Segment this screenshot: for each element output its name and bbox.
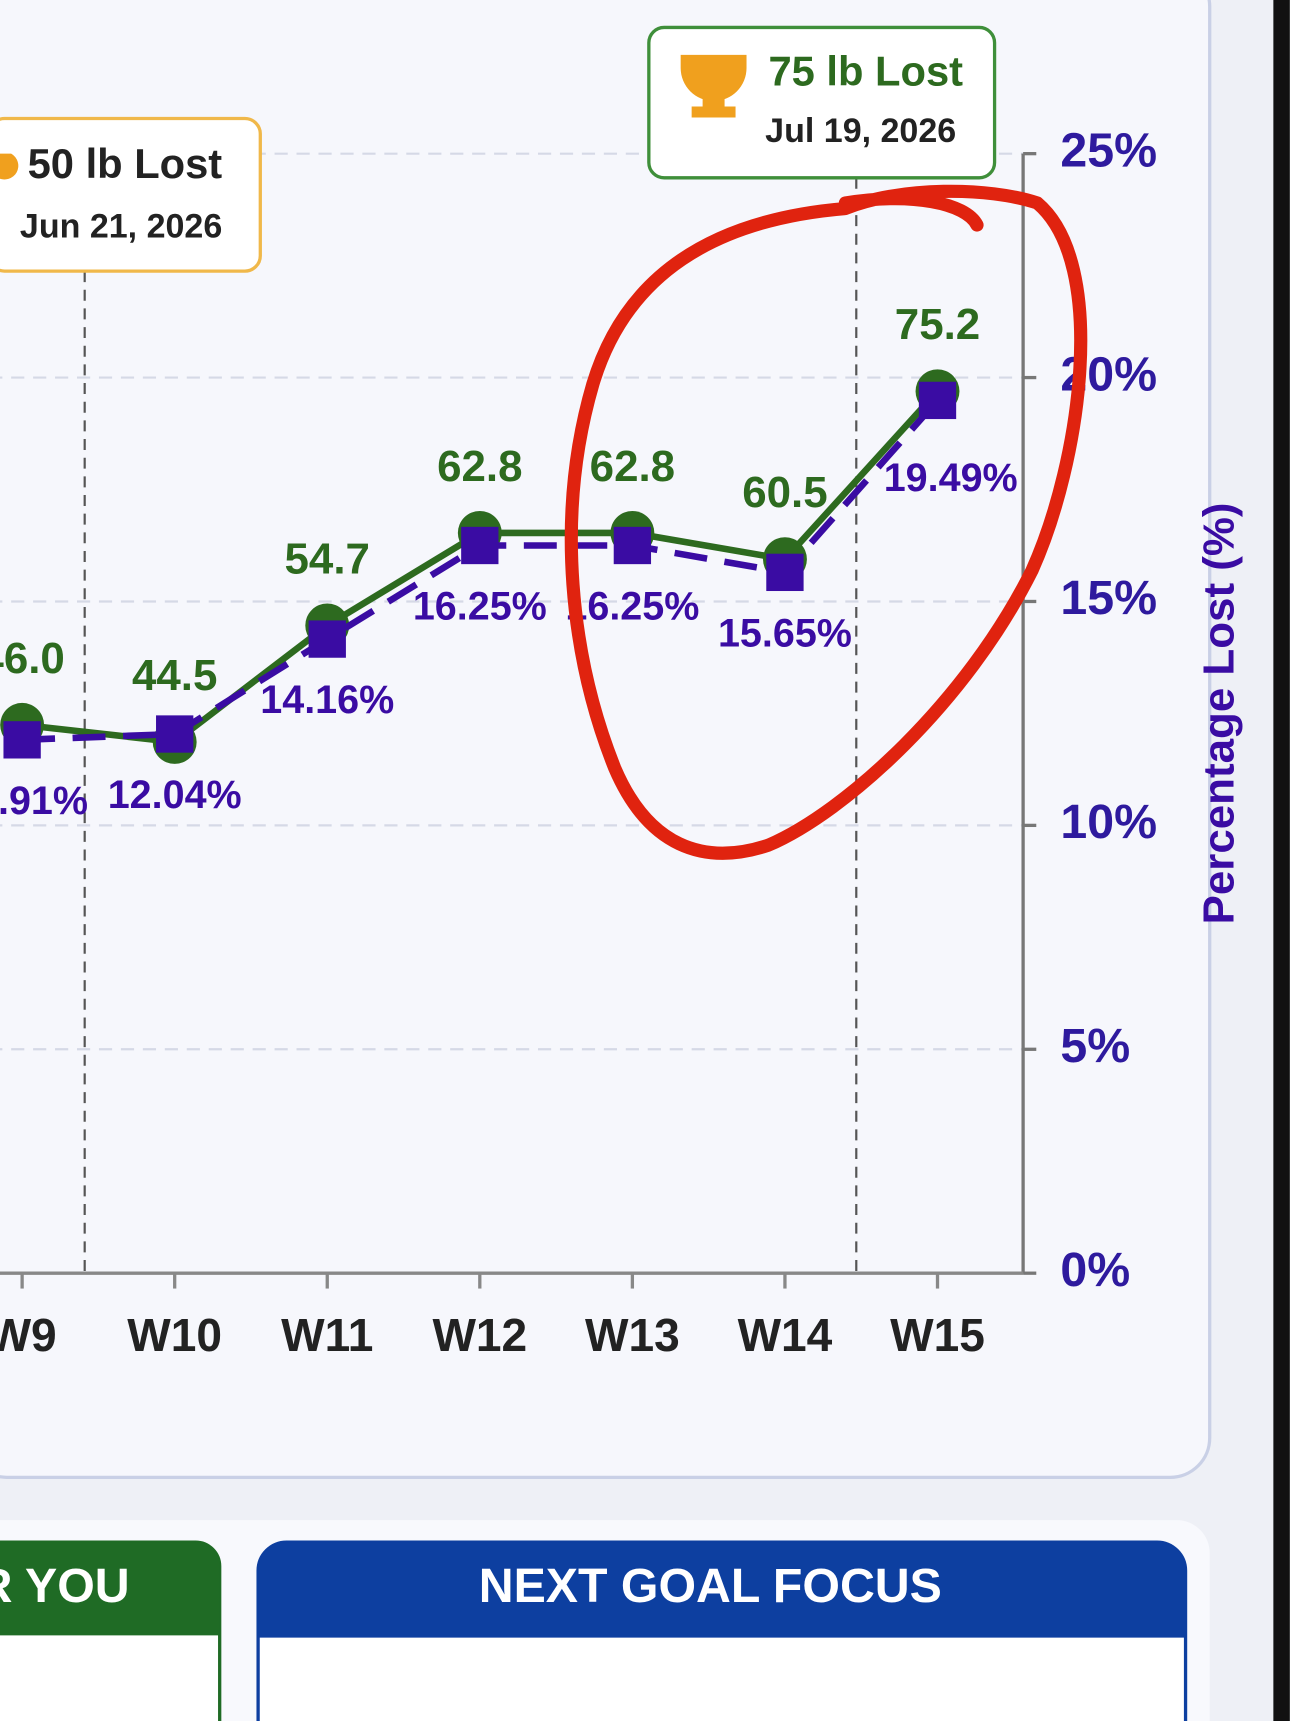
point	[766, 553, 804, 592]
card-header	[0, 1542, 220, 1636]
data-label: 62.8	[590, 442, 675, 491]
data-label: 19.49%	[884, 456, 1018, 500]
point	[3, 721, 41, 759]
point	[613, 526, 652, 565]
x-tick-label: W9	[0, 1309, 57, 1361]
data-label: 54.7	[285, 534, 370, 583]
y2-tick-label: 25%	[1060, 123, 1157, 177]
point	[461, 526, 499, 565]
data-label: 11.91%	[0, 779, 88, 823]
x-tick-label: W14	[738, 1309, 833, 1361]
data-label: 15.65%	[718, 611, 852, 655]
point	[308, 620, 346, 658]
milestone-title: 50 lb Lost	[28, 140, 223, 187]
card-header	[258, 1542, 1186, 1638]
milestone-date: Jun 21, 2026	[20, 207, 222, 245]
x-tick-label: W11	[281, 1309, 373, 1361]
data-label: 46.0	[0, 634, 65, 683]
right-card: NEXT GOAL FOCUS	[256, 1540, 1188, 1721]
y2-axis-label: Percentage Lost (%)	[1194, 502, 1243, 924]
plot: 0%5%10%15%20%25%Percentage Lost (%)50 lb…	[0, 25, 1243, 1361]
x-tick-label: W15	[890, 1309, 985, 1361]
point	[918, 381, 957, 420]
left-card: R YOU	[0, 1540, 222, 1721]
trophy-icon	[680, 54, 747, 118]
highlight-circle	[564, 184, 1088, 860]
data-label: 75.2	[895, 300, 980, 349]
data-label: 62.8	[437, 442, 522, 491]
milestone-title: 75 lb Lost	[768, 48, 963, 95]
data-label: 44.5	[132, 651, 217, 700]
y2-tick-label: 5%	[1060, 1019, 1130, 1073]
milestone-date: Jul 19, 2026	[765, 112, 956, 150]
edge	[1273, 0, 1290, 1721]
x-tick-label: W12	[432, 1309, 527, 1361]
y2-tick-label: 0%	[1060, 1243, 1130, 1297]
data-label: 12.04%	[108, 773, 242, 817]
data-label: 14.16%	[260, 678, 394, 722]
point	[156, 715, 194, 753]
x-tick-label: W10	[127, 1309, 222, 1361]
card-title: R YOU	[0, 1559, 130, 1613]
milestone-box	[0, 116, 262, 273]
data-label: 60.5	[742, 468, 827, 517]
card-title: NEXT GOAL FOCUS	[479, 1559, 942, 1613]
x-tick-label: W13	[585, 1309, 680, 1361]
data-label: 16.25%	[413, 585, 547, 629]
data-label: 16.25%	[565, 585, 699, 629]
y2-tick-label: 10%	[1060, 795, 1157, 849]
trophy-icon	[0, 153, 19, 180]
y2-tick-label: 15%	[1060, 571, 1157, 625]
